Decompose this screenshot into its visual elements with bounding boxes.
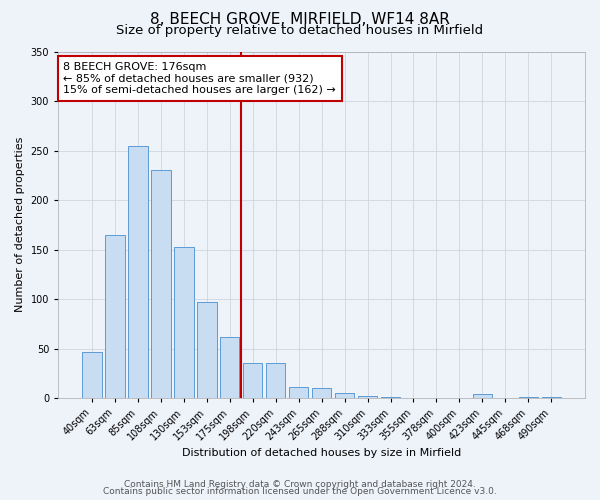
Bar	[518, 397, 538, 398]
Y-axis label: Number of detached properties: Number of detached properties	[15, 137, 25, 312]
Bar	[335, 393, 355, 398]
Bar	[128, 146, 148, 398]
Bar	[381, 397, 400, 398]
Text: 8 BEECH GROVE: 176sqm
← 85% of detached houses are smaller (932)
15% of semi-det: 8 BEECH GROVE: 176sqm ← 85% of detached …	[64, 62, 336, 95]
X-axis label: Distribution of detached houses by size in Mirfield: Distribution of detached houses by size …	[182, 448, 461, 458]
Bar	[266, 364, 286, 398]
Bar	[473, 394, 492, 398]
Bar	[358, 396, 377, 398]
Text: Size of property relative to detached houses in Mirfield: Size of property relative to detached ho…	[116, 24, 484, 37]
Text: Contains public sector information licensed under the Open Government Licence v3: Contains public sector information licen…	[103, 487, 497, 496]
Bar	[220, 336, 239, 398]
Bar	[243, 364, 262, 398]
Bar	[542, 397, 561, 398]
Text: 8, BEECH GROVE, MIRFIELD, WF14 8AR: 8, BEECH GROVE, MIRFIELD, WF14 8AR	[150, 12, 450, 28]
Bar	[105, 234, 125, 398]
Text: Contains HM Land Registry data © Crown copyright and database right 2024.: Contains HM Land Registry data © Crown c…	[124, 480, 476, 489]
Bar	[197, 302, 217, 398]
Bar	[151, 170, 170, 398]
Bar	[174, 246, 194, 398]
Bar	[82, 352, 101, 398]
Bar	[289, 387, 308, 398]
Bar	[312, 388, 331, 398]
